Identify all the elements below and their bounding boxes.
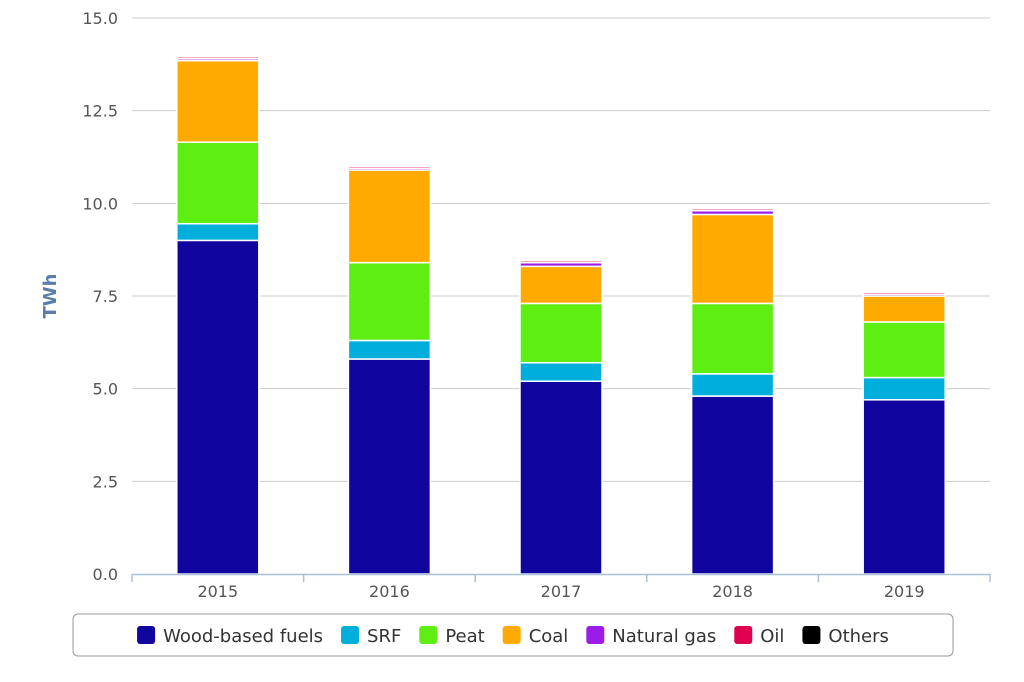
legend-item-natural-gas[interactable]: Natural gas — [586, 626, 716, 647]
y-tick-label: 0.0 — [93, 565, 118, 584]
legend-swatch — [734, 626, 753, 644]
legend-swatch — [137, 626, 156, 644]
bar-segment-srf-2018[interactable] — [690, 373, 775, 397]
x-tick-label: 2018 — [712, 582, 753, 601]
legend-item-coal[interactable]: Coal — [502, 626, 569, 647]
y-axis-ticks: 0.0 2.5 5.0 7.5 10.0 12.5 15.0 — [82, 9, 118, 584]
legend-swatch — [419, 626, 438, 644]
bars — [176, 56, 946, 575]
bar-segment-coal-2018[interactable] — [690, 213, 775, 305]
bar-segment-srf-2017[interactable] — [519, 361, 603, 383]
bar-segment-wood-based-fuels-2018[interactable] — [690, 395, 775, 575]
bar-segment-srf-2015[interactable] — [176, 222, 260, 242]
legend-item-peat[interactable]: Peat — [419, 626, 485, 647]
x-tick-label: 2017 — [541, 582, 582, 601]
legend-swatch — [502, 626, 521, 644]
legend-item-oil[interactable]: Oil — [734, 626, 784, 647]
bar-segment-coal-2017[interactable] — [519, 265, 603, 305]
legend-item-wood-based-fuels[interactable]: Wood-based fuels — [137, 626, 323, 647]
bar-segment-oil-2017[interactable] — [519, 260, 603, 264]
x-axis — [131, 573, 991, 582]
bar-segment-coal-2015[interactable] — [176, 59, 260, 143]
bar-segment-wood-based-fuels-2015[interactable] — [176, 239, 260, 575]
bar-segment-peat-2016[interactable] — [347, 261, 432, 342]
legend-swatch — [586, 626, 605, 644]
x-axis-ticks: 2015 2016 2017 2018 2019 — [197, 582, 924, 601]
legend-label: Oil — [760, 626, 784, 647]
legend-label: Coal — [529, 626, 569, 647]
bar-segment-peat-2019[interactable] — [862, 321, 946, 379]
bar-segment-oil-2019[interactable] — [862, 291, 946, 295]
legend-swatch — [802, 626, 821, 644]
legend-item-srf[interactable]: SRF — [341, 626, 401, 647]
y-tick-label: 2.5 — [93, 472, 118, 491]
bar-segment-coal-2016[interactable] — [347, 169, 432, 264]
y-tick-label: 5.0 — [93, 380, 118, 399]
legend-label: Peat — [445, 626, 484, 647]
x-tick-label: 2016 — [369, 582, 410, 601]
legend-item-others[interactable]: Others — [802, 626, 889, 647]
legend-swatch — [341, 626, 360, 644]
legend-label: Others — [828, 626, 889, 647]
bar-segment-oil-2018[interactable] — [690, 208, 775, 212]
bar-segment-srf-2019[interactable] — [862, 376, 946, 401]
bar-segment-srf-2016[interactable] — [347, 339, 432, 360]
y-tick-label: 10.0 — [82, 194, 118, 213]
legend-label: Wood-based fuels — [163, 626, 323, 647]
bar-segment-peat-2015[interactable] — [176, 141, 260, 225]
y-tick-label: 15.0 — [82, 9, 118, 28]
x-tick-label: 2019 — [884, 582, 925, 601]
y-tick-label: 7.5 — [93, 287, 118, 306]
bar-segment-coal-2019[interactable] — [862, 295, 946, 323]
bar-segment-wood-based-fuels-2016[interactable] — [347, 358, 432, 575]
legend: Wood-based fuels SRF Peat Coal Natural gas Oi… — [72, 613, 954, 657]
bar-segment-oil-2015[interactable] — [176, 56, 260, 60]
x-tick-label: 2015 — [197, 582, 238, 601]
legend-label: SRF — [367, 626, 401, 647]
legend-label: Natural gas — [612, 626, 716, 647]
bar-segment-peat-2018[interactable] — [690, 302, 775, 375]
bar-segment-wood-based-fuels-2017[interactable] — [519, 380, 603, 575]
bar-segment-wood-based-fuels-2019[interactable] — [862, 399, 946, 575]
y-tick-label: 12.5 — [82, 102, 118, 121]
y-axis-title: TWh — [40, 274, 61, 319]
bar-segment-oil-2016[interactable] — [347, 165, 432, 169]
bar-segment-peat-2017[interactable] — [519, 302, 603, 364]
